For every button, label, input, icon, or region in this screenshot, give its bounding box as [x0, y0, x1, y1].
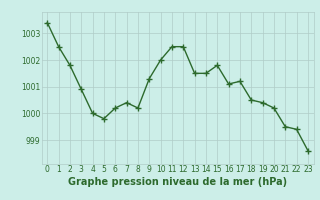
X-axis label: Graphe pression niveau de la mer (hPa): Graphe pression niveau de la mer (hPa)	[68, 177, 287, 187]
